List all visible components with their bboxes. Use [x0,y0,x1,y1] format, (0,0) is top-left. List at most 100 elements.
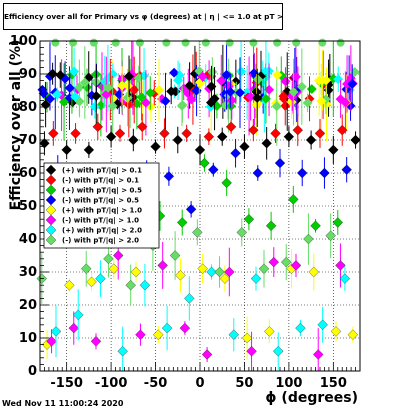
y-tick-label: 30 [19,265,37,280]
y-tick-label: 100 [10,34,37,49]
data-point [314,128,326,139]
band-marker [154,85,164,95]
data-point [330,326,342,337]
x-tick-label: 50 [235,376,253,391]
data-point [250,273,262,284]
data-point [297,167,308,179]
data-point [319,167,330,179]
data-point [153,329,164,340]
data-point [39,138,50,149]
data-point [224,266,235,278]
band-marker [206,81,217,92]
data-point [179,322,191,334]
band-marker [145,87,156,98]
band-marker [197,71,208,82]
data-point [225,121,237,132]
data-point [181,128,192,139]
legend-label: (-) with pT/|q| > 0.1 [62,177,139,186]
band-marker [70,91,81,102]
legend: (+) with pT/|q| > 0.1(-) with pT/|q| > 0… [43,162,160,249]
data-point [83,144,95,156]
band-marker [45,93,55,104]
data-point [261,138,272,149]
data-point [108,263,119,274]
legend-label: (+) with pT/|q| > 0.1 [62,167,142,176]
y-tick-label: 0 [28,364,37,379]
data-point [169,250,181,261]
data-point [161,322,173,334]
band-marker [52,89,63,100]
legend-label: (-) with pT/|q| > 1.0 [62,217,139,226]
band-marker [206,97,216,108]
band-marker [117,80,128,91]
legend-marker [45,164,57,176]
timestamp-footer: Wed Nov 11 11:00:24 2020 [2,399,124,408]
band-marker [103,82,114,93]
data-point [86,276,97,288]
data-point [219,273,231,284]
y-tick-label: 70 [19,133,37,148]
data-point [150,141,161,152]
y-tick-label: 80 [19,100,37,115]
data-point [246,346,257,357]
y-axis-title: Efficiency over all (%) [8,40,24,211]
data-point [194,144,206,156]
band-marker-top [273,38,282,47]
band-marker-top [336,38,345,47]
band-marker [140,97,151,108]
data-point [192,227,203,238]
data-point [239,141,250,152]
band-marker-top [51,38,60,47]
data-point [139,280,151,291]
legend-marker [45,214,57,226]
data-point [203,131,215,142]
data-point [252,167,263,179]
band-marker-top [249,38,258,47]
data-point [230,148,241,159]
band-marker [136,92,147,103]
data-point [268,256,279,268]
data-point [295,322,306,334]
data-point [125,280,136,291]
data-point [310,220,321,231]
data-point [163,171,175,182]
band-marker-top [111,38,120,47]
band-marker [64,82,75,93]
data-point [137,121,148,132]
legend-marker [45,224,57,236]
data-point [185,204,197,215]
data-point [308,266,319,278]
band-marker [173,75,184,86]
x-axis-title: ϕ (degrees) [265,390,358,406]
y-tick-label: 10 [19,331,37,346]
y-tick-label: 50 [19,199,37,214]
x-tick-label: -100 [95,376,128,391]
band-marker-top [201,38,210,47]
legend-marker [45,184,57,196]
data-point [214,266,225,278]
chart-title: Efficiency over all for Primary vs φ (de… [3,3,283,30]
band-marker [252,93,263,103]
data-point [288,194,299,205]
band-marker [47,68,58,79]
x-tick-label: 100 [275,376,302,391]
data-point [317,319,328,330]
data-point [283,131,295,142]
legend-marker [45,174,57,186]
data-point [159,128,170,139]
data-point [303,233,314,245]
band-marker-top [135,38,144,47]
data-point [135,329,146,340]
y-tick-labels: 0 10 20 30 40 50 60 70 80 90 100 [10,34,37,379]
data-point [258,263,270,274]
legend-marker [45,204,57,216]
band-marker [216,75,227,86]
band-marker [245,92,256,102]
data-point [243,214,255,225]
data-point [281,256,292,268]
band-marker [235,87,245,98]
legend-marker [45,194,57,206]
band-marker [55,70,66,81]
data-point [335,260,346,271]
data-point [105,131,117,142]
